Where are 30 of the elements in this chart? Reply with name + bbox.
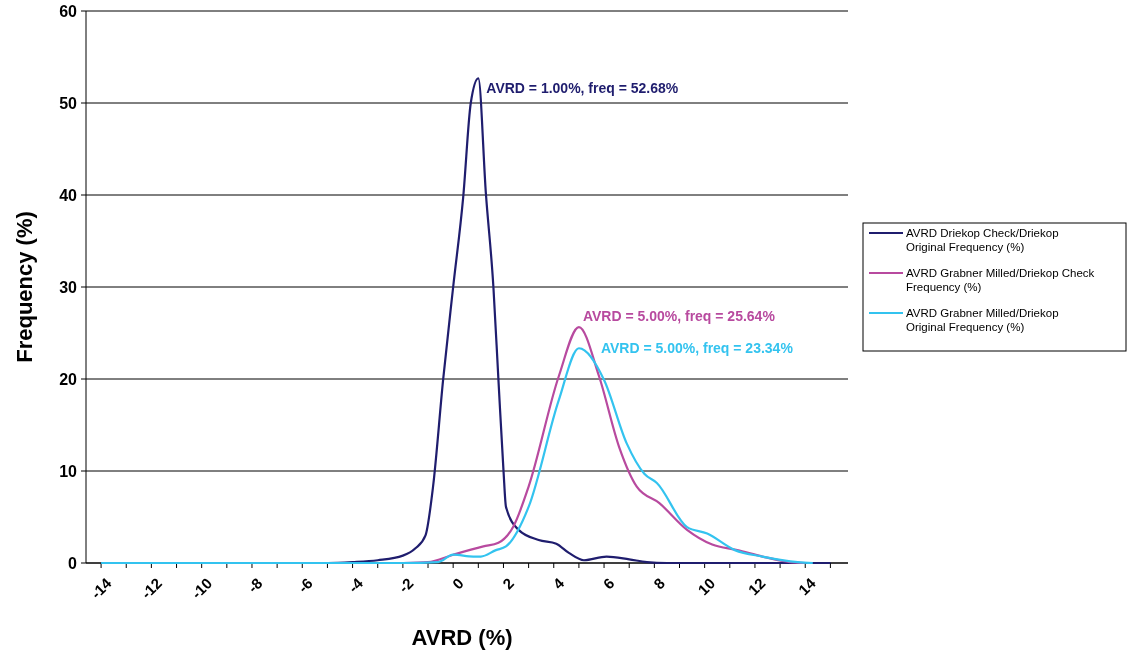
legend-label: AVRD Grabner Milled/Driekop Check Frequency (%) — [906, 267, 1095, 293]
y-tick-label: 10 — [59, 462, 78, 480]
x-tick-label: -6 — [294, 574, 316, 596]
x-tick-label: -8 — [244, 574, 266, 596]
y-tick-label: 30 — [59, 278, 78, 296]
x-tick-label: 10 — [694, 574, 719, 599]
y-tick-label: 20 — [59, 370, 78, 388]
x-tick-label: 2 — [499, 574, 518, 593]
legend-label: AVRD Driekop Check/Driekop Original Frequency (%) — [906, 227, 1059, 253]
x-tick-label: -12 — [137, 574, 165, 602]
x-tick-label: -10 — [187, 574, 216, 602]
y-axis-title: Frequency (%) — [12, 211, 37, 363]
x-tick-label: -4 — [344, 574, 367, 596]
y-tick-label: 0 — [68, 554, 78, 572]
y-tick-label: 40 — [59, 186, 78, 204]
x-tick-label: 6 — [599, 574, 618, 593]
x-tick-label: 8 — [649, 574, 668, 593]
y-tick-label: 60 — [59, 2, 78, 20]
annotation: AVRD = 5.00%, freq = 25.64% — [582, 308, 776, 325]
y-tick-label: 50 — [59, 94, 78, 112]
x-tick-label: 14 — [794, 574, 820, 599]
x-tick-label: 0 — [448, 574, 467, 593]
x-tick-label: 4 — [549, 574, 568, 593]
x-tick-label: -14 — [87, 574, 116, 602]
x-tick-label: -2 — [394, 574, 417, 596]
annotation: AVRD = 1.00%, freq = 52.68% — [486, 80, 679, 97]
annotation: AVRD = 5.00%, freq = 23.34% — [600, 340, 794, 357]
x-axis-title: AVRD (%) — [411, 625, 513, 650]
legend-label: AVRD Grabner Milled/Driekop Original Frequency (%) — [906, 307, 1059, 333]
x-tick-label: 12 — [744, 574, 769, 599]
